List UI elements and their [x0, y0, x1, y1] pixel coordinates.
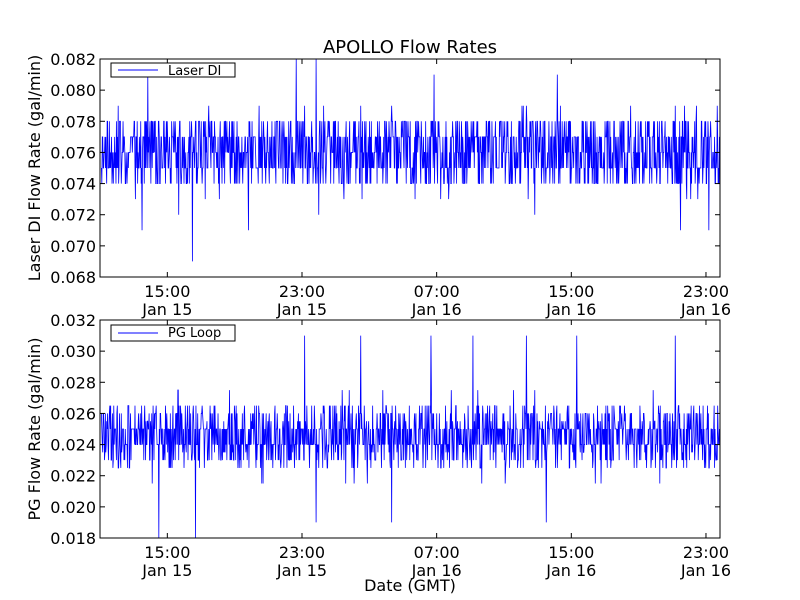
laser-di-x-tick-time: 23:00: [279, 282, 325, 301]
laser-di-y-axis-label: Laser DI Flow Rate (gal/min): [25, 55, 44, 282]
laser-di-x-tick-time: 07:00: [414, 282, 460, 301]
laser-di-y-tick-label: 0.078: [50, 112, 96, 131]
laser-di-x-tick-date: Jan 15: [276, 300, 327, 319]
laser-di-legend: Laser DI: [110, 62, 236, 79]
pg-loop-plot-frame: [99, 319, 721, 539]
laser-di-line: [101, 58, 720, 262]
laser-di-legend-label: Laser DI: [168, 64, 221, 79]
pg-loop-legend: PG Loop: [110, 324, 236, 342]
laser-di-y-tick-label: 0.080: [50, 81, 96, 100]
laser-di-y-tick-label: 0.082: [50, 50, 96, 69]
pg-loop-y-tick-label: 0.028: [50, 373, 96, 392]
chart-title: APOLLO Flow Rates: [323, 37, 497, 58]
laser-di-panel: 0.068 0.070 0.072 0.074 0.076 0.078 0.080 0.082…: [25, 50, 731, 319]
pg-loop-x-tick-time: 15:00: [548, 543, 594, 562]
pg-loop-legend-box: [110, 324, 236, 342]
pg-loop-y-tick-label: 0.022: [50, 467, 96, 486]
pg-loop-y-tick-label: 0.032: [50, 311, 96, 330]
pg-loop-x-tick-date: Jan 16: [411, 561, 462, 580]
laser-di-y-tick-label: 0.072: [50, 206, 96, 225]
pg-loop-panel: 0.018 0.020 0.022 0.024 0.026 0.028 0.030 0.032…: [25, 311, 731, 580]
pg-loop-y-tick-label: 0.018: [50, 529, 96, 548]
pg-loop-x-tick-date: Jan 15: [276, 561, 327, 580]
pg-loop-y-tick-label: 0.024: [50, 436, 96, 455]
pg-loop-x-tick-date: Jan 16: [680, 561, 731, 580]
pg-loop-y-axis-label: PG Flow Rate (gal/min): [25, 338, 44, 521]
laser-di-y-tick-label: 0.076: [50, 143, 96, 162]
laser-di-x-tick-time: 15:00: [144, 282, 190, 301]
laser-di-y-tick-label: 0.070: [50, 237, 96, 256]
laser-di-x-tick-date: Jan 16: [680, 300, 731, 319]
pg-loop-y-tick-label: 0.026: [50, 404, 96, 423]
pg-loop-x-tick-time: 23:00: [683, 543, 729, 562]
laser-di-y-tick-label: 0.068: [50, 268, 96, 287]
laser-di-plot-frame: [99, 58, 721, 278]
laser-di-y-tick-label: 0.074: [50, 175, 96, 194]
laser-di-x-tick-date: Jan 16: [545, 300, 596, 319]
x-axis-label: Date (GMT): [364, 576, 456, 595]
pg-loop-x-tick-time: 23:00: [279, 543, 325, 562]
laser-di-series: [101, 58, 720, 262]
pg-loop-y-axis: 0.018 0.020 0.022 0.024 0.026 0.028 0.030 0.032: [50, 311, 720, 548]
pg-loop-x-tick-date: Jan 15: [141, 561, 192, 580]
pg-loop-x-tick-time: 07:00: [414, 543, 460, 562]
pg-loop-x-tick-date: Jan 16: [545, 561, 596, 580]
laser-di-legend-box: [110, 62, 236, 78]
laser-di-x-tick-time: 23:00: [683, 282, 729, 301]
laser-di-x-tick-date: Jan 16: [411, 300, 462, 319]
laser-di-y-axis: 0.068 0.070 0.072 0.074 0.076 0.078 0.080 0.082: [50, 50, 720, 287]
pg-loop-x-tick-time: 15:00: [144, 543, 190, 562]
laser-di-x-tick-time: 15:00: [548, 282, 594, 301]
pg-loop-line: [101, 335, 720, 539]
pg-loop-y-tick-label: 0.020: [50, 498, 96, 517]
laser-di-x-tick-date: Jan 15: [141, 300, 192, 319]
pg-loop-legend-label: PG Loop: [168, 326, 221, 341]
pg-loop-y-tick-label: 0.030: [50, 342, 96, 361]
pg-loop-series: [101, 335, 720, 539]
